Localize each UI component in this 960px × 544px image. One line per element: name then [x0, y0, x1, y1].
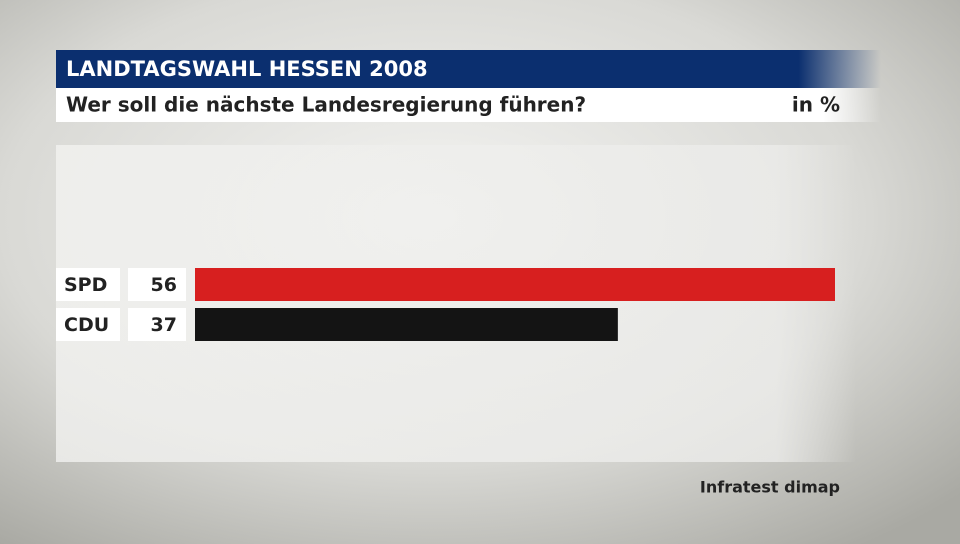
category-label: SPD [64, 274, 107, 296]
title-bar [56, 50, 881, 88]
value-label: 56 [151, 274, 177, 296]
subtitle-bar [56, 88, 881, 122]
source: Infratest dimap [700, 478, 840, 497]
category-label: CDU [64, 314, 109, 336]
category-box [56, 308, 120, 341]
value-box [128, 308, 186, 341]
chart-panel [56, 145, 856, 462]
value-label: 37 [151, 314, 177, 336]
bar [195, 268, 835, 301]
chart-title: LANDTAGSWAHL HESSEN 2008 [66, 57, 428, 81]
value-box [128, 268, 186, 301]
bar [195, 308, 618, 341]
chart-subtitle: Wer soll die nächste Landesregierung füh… [66, 93, 586, 117]
category-box [56, 268, 120, 301]
unit-label: in % [792, 93, 840, 117]
